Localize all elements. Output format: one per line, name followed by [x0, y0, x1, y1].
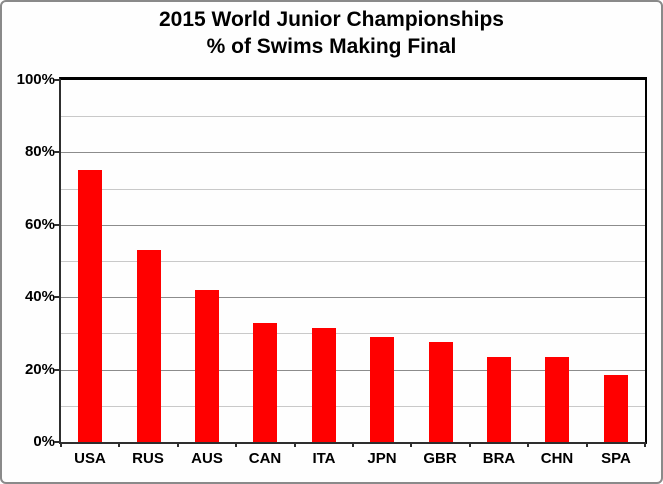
x-tick-mark	[469, 442, 471, 447]
grid-line	[61, 189, 645, 190]
x-tick-mark	[60, 442, 62, 447]
bar-rus	[137, 250, 161, 442]
bar-usa	[78, 170, 102, 442]
x-category-label: GBR	[423, 450, 457, 467]
y-tick-label: 60%	[24, 216, 55, 233]
x-category-label: JPN	[367, 450, 397, 467]
y-tick-mark	[54, 79, 61, 81]
x-tick-mark	[644, 442, 646, 447]
x-tick-mark	[527, 442, 529, 447]
x-category-label: RUS	[132, 450, 164, 467]
x-category-label: CAN	[248, 450, 282, 467]
x-tick-mark	[294, 442, 296, 447]
grid-line	[61, 261, 645, 262]
x-category-label: SPA	[601, 450, 631, 467]
y-tick-label: 20%	[24, 361, 55, 378]
bar-ita	[312, 328, 336, 442]
grid-line	[61, 116, 645, 117]
x-category-label: USA	[74, 450, 106, 467]
x-category-label: ITA	[312, 450, 336, 467]
x-tick-mark	[118, 442, 120, 447]
x-tick-mark	[586, 442, 588, 447]
y-tick-mark	[54, 296, 61, 298]
bar-can	[253, 323, 277, 442]
grid-line	[61, 406, 645, 407]
y-tick-mark	[54, 151, 61, 153]
y-tick-label: 40%	[24, 288, 55, 305]
grid-line	[61, 152, 645, 153]
grid-line	[61, 333, 645, 334]
y-tick-label: 80%	[24, 143, 55, 160]
x-category-label: AUS	[191, 450, 223, 467]
y-tick-label: 0%	[33, 433, 55, 450]
chart-title-line2: % of Swims Making Final	[206, 35, 457, 58]
chart-title: 2015 World Junior Championships % of Swi…	[0, 6, 663, 60]
bar-chn	[545, 357, 569, 442]
grid-line	[61, 370, 645, 371]
bar-spa	[604, 375, 628, 442]
y-tick-label: 100%	[16, 71, 55, 88]
y-tick-mark	[54, 441, 61, 443]
y-tick-mark	[54, 224, 61, 226]
y-tick-mark	[54, 369, 61, 371]
x-tick-mark	[177, 442, 179, 447]
bar-bra	[487, 357, 511, 442]
bar-aus	[195, 290, 219, 442]
x-tick-mark	[235, 442, 237, 447]
x-tick-mark	[410, 442, 412, 447]
grid-line	[61, 297, 645, 298]
x-tick-mark	[352, 442, 354, 447]
bar-jpn	[370, 337, 394, 442]
x-category-label: BRA	[482, 450, 516, 467]
chart-title-line1: 2015 World Junior Championships	[158, 8, 504, 31]
x-category-label: CHN	[540, 450, 574, 467]
grid-line	[61, 225, 645, 226]
plot-area	[59, 77, 647, 444]
bar-gbr	[429, 342, 453, 442]
